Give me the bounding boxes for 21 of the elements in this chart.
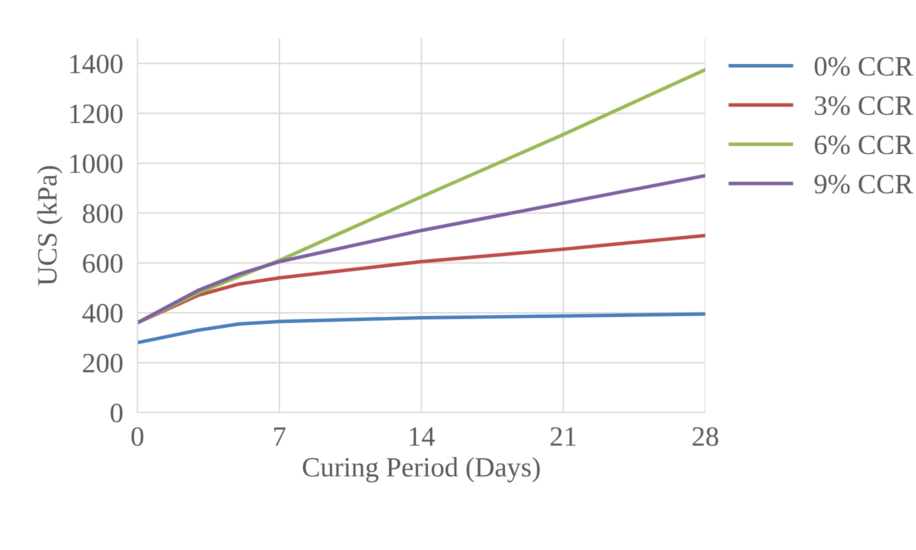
legend-label: 3% CCR: [814, 96, 914, 116]
y-axis-title: UCS (kPa): [37, 166, 62, 286]
legend-label: 0% CCR: [814, 56, 914, 76]
line-series: [137, 174, 706, 324]
y-tick-label: 1400: [70, 54, 122, 74]
x-tick-label: 0: [132, 427, 144, 446]
legend-label: 9% CCR: [814, 174, 914, 194]
x-tick-label: 14: [410, 427, 435, 446]
y-tick-label: 1000: [70, 154, 122, 174]
y-tick-label: 200: [83, 354, 122, 373]
x-axis-title: Curing Period (Days): [302, 457, 540, 482]
line-series: [137, 312, 706, 344]
y-tick-label: 0: [110, 404, 122, 422]
y-tick-label: 800: [82, 204, 122, 223]
y-tick-label: 1200: [70, 104, 122, 124]
legend-label: 6% CCR: [814, 135, 914, 154]
x-tick-label: 7: [274, 427, 286, 446]
x-tick-label: 28: [692, 427, 718, 446]
x-tick-label: 21: [550, 427, 576, 446]
y-tick-label: 600: [83, 254, 122, 273]
y-tick-label: 400: [82, 304, 122, 323]
